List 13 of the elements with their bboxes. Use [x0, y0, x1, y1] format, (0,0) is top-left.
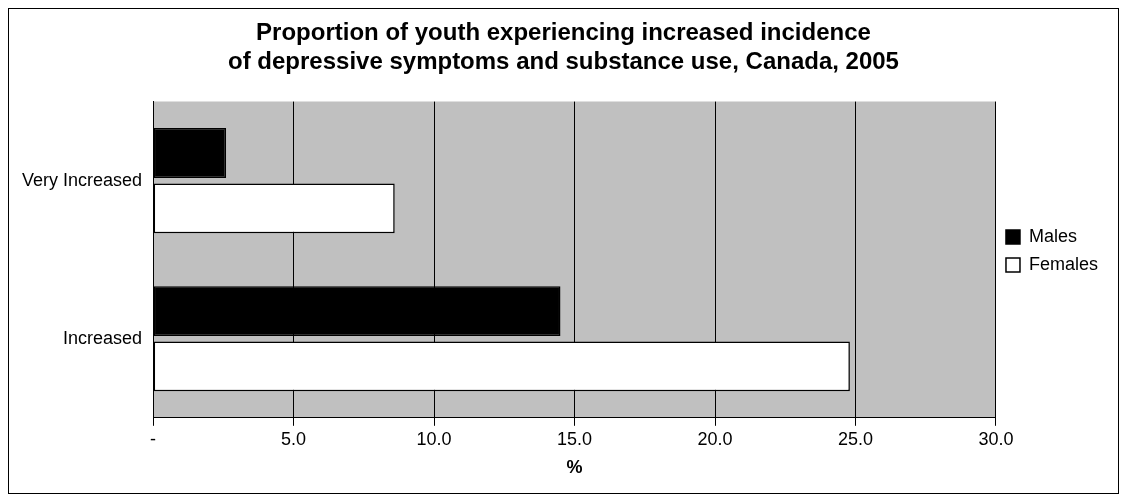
chart-title: Proportion of youth experiencing increased incidence of depressive symptoms and substance use, Canada, 2005 [228, 18, 899, 74]
x-tick-label: 15.0 [557, 428, 593, 449]
y-tick-label: Increased [63, 327, 143, 348]
x-tick-label: 10.0 [416, 428, 452, 449]
y-tick-label: Very Increased [21, 169, 143, 190]
x-tick-label: 5.0 [281, 428, 307, 449]
x-axis-title: % [566, 457, 583, 478]
x-tick-label: 30.0 [978, 428, 1014, 449]
x-tick-label: 20.0 [697, 428, 733, 449]
legend-label: Males [1028, 225, 1077, 246]
legend-label: Females [1028, 253, 1099, 274]
x-tick-label: 25.0 [837, 428, 874, 449]
x-tick-label: - [150, 428, 157, 449]
